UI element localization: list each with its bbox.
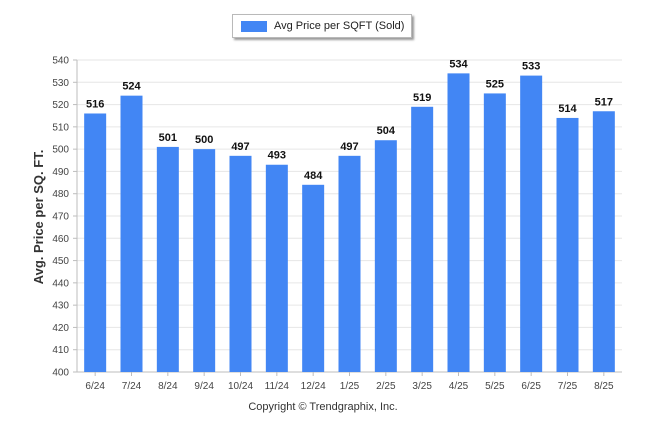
bar [84, 113, 107, 372]
bars [84, 73, 615, 373]
bar [265, 164, 288, 372]
bar [483, 93, 506, 372]
x-tick-label: 6/24 [85, 381, 105, 392]
bar [592, 111, 615, 372]
x-tick-label: 11/24 [265, 381, 290, 392]
y-tick-label: 430 [52, 301, 69, 312]
data-label: 497 [231, 141, 249, 153]
data-label: 524 [122, 81, 141, 93]
x-tick-labels: 6/24 7/24 8/24 9/24 10/24 11/24 12/24 1/25 2/25 3… [85, 381, 614, 392]
copyright-text: Copyright © Trendgraphix, Inc. [248, 401, 398, 413]
y-tick-label: 540 [52, 56, 69, 67]
bar [302, 184, 325, 372]
y-tick-label: 470 [52, 212, 69, 223]
y-tick-label: 500 [52, 145, 69, 156]
x-tick-label: 12/24 [301, 381, 326, 392]
data-label: 534 [449, 58, 468, 70]
y-tick-labels: 400 410 420 430 440 450 460 470 480 490 500 510 520 5… [52, 56, 69, 379]
y-tick-label: 520 [52, 100, 69, 111]
x-tick-label: 3/25 [412, 381, 432, 392]
x-tick-label: 6/25 [521, 381, 541, 392]
x-tick-label: 4/25 [449, 381, 469, 392]
y-tick-label: 450 [52, 256, 69, 267]
x-tick-label: 8/24 [158, 381, 178, 392]
x-tick-label: 2/25 [376, 381, 396, 392]
data-label: 501 [159, 132, 177, 144]
y-axis-label: Avg. Price per SQ. FT. [31, 150, 46, 285]
data-label: 484 [304, 170, 323, 182]
x-tick-label: 10/24 [228, 381, 253, 392]
bar [520, 75, 543, 372]
bar [556, 117, 579, 372]
x-tick-label: 7/25 [558, 381, 578, 392]
y-tick-label: 410 [52, 345, 69, 356]
x-tick-label: 1/25 [340, 381, 360, 392]
bar [338, 155, 361, 372]
data-label: 516 [86, 98, 104, 110]
x-tick-label: 8/25 [594, 381, 614, 392]
data-label: 514 [558, 103, 577, 115]
x-tick-label: 5/25 [485, 381, 505, 392]
bar [374, 140, 397, 372]
legend: Avg Price per SQFT (Sold) [232, 14, 412, 38]
data-label: 504 [377, 125, 396, 137]
data-label: 525 [486, 78, 504, 90]
bar [229, 155, 252, 372]
y-tick-label: 510 [52, 122, 69, 133]
y-tick-label: 480 [52, 189, 69, 200]
y-tick-label: 490 [52, 167, 69, 178]
data-label: 519 [413, 92, 431, 104]
y-tick-label: 400 [52, 368, 69, 379]
x-tick-label: 9/24 [194, 381, 214, 392]
legend-label: Avg Price per SQFT (Sold) [274, 20, 405, 32]
y-tick-label: 440 [52, 278, 69, 289]
y-tick-label: 460 [52, 234, 69, 245]
legend-swatch [241, 20, 267, 32]
y-tick-label: 530 [52, 78, 69, 89]
data-label: 497 [340, 141, 358, 153]
x-tick-label: 7/24 [122, 381, 142, 392]
bar [411, 106, 434, 373]
y-tick-label: 420 [52, 323, 69, 334]
data-labels: 516 524 501 500 497 493 484 497 504 519 534 525 533 5… [86, 58, 613, 181]
data-label: 517 [595, 96, 613, 108]
bar [156, 146, 179, 372]
bar [193, 149, 216, 372]
bar [120, 95, 143, 373]
data-label: 533 [522, 61, 540, 73]
bar [447, 73, 470, 372]
data-label: 500 [195, 134, 213, 146]
data-label: 493 [268, 150, 286, 162]
